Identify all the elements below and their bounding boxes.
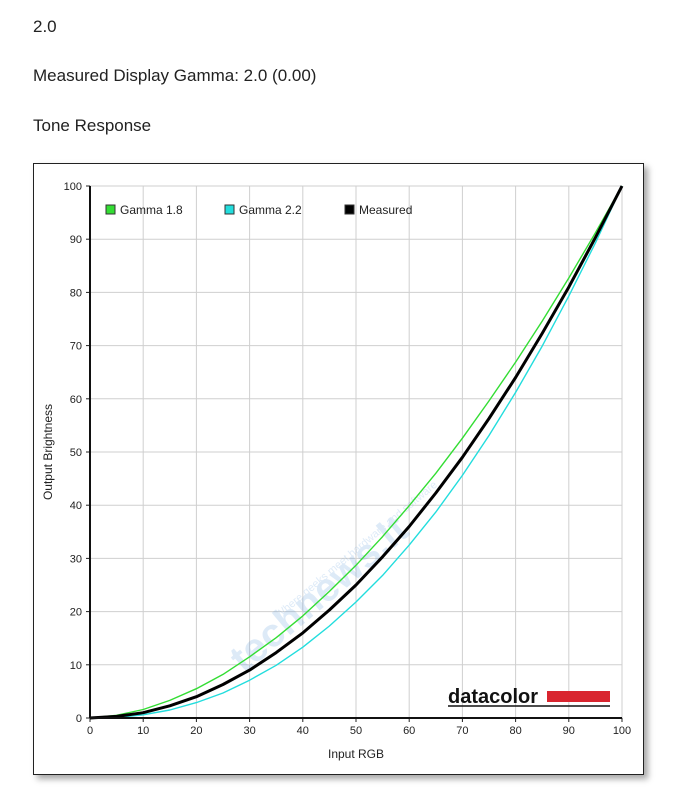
y-tick-label: 70 xyxy=(70,341,82,353)
chart-legend: Gamma 1.8 Gamma 2.2 Measured xyxy=(105,203,412,217)
y-tick-label: 0 xyxy=(76,713,82,725)
x-tick-label: 40 xyxy=(297,725,309,737)
datacolor-logo-text: datacolor xyxy=(448,686,538,708)
y-axis-label: Output Brightness xyxy=(41,404,55,500)
series-line-measured xyxy=(89,185,624,720)
y-tick-label: 90 xyxy=(70,234,82,246)
y-tick-label: 10 xyxy=(70,660,82,672)
y-tick-label: 20 xyxy=(70,607,82,619)
y-tick-label: 100 xyxy=(64,181,82,193)
x-tick-label: 90 xyxy=(563,725,575,737)
x-axis-label: Input RGB xyxy=(328,747,384,761)
x-tick-label: 10 xyxy=(137,725,149,737)
tone-response-heading: Tone Response xyxy=(33,116,152,135)
x-tick-label: 80 xyxy=(509,725,521,737)
legend-swatch-gamma-2-2 xyxy=(224,204,235,215)
axis-ticks: 0 10 20 30 40 50 60 70 80 90 100 0 10 20 30 40 50 60 70 80 9… xyxy=(64,181,632,737)
legend-swatch-gamma-1-8 xyxy=(105,204,116,215)
legend-label-gamma-1-8: Gamma 1.8 xyxy=(120,203,183,217)
x-tick-label: 50 xyxy=(350,725,362,737)
legend-swatch-measured xyxy=(344,204,355,215)
x-tick-label: 100 xyxy=(613,725,631,737)
series-line-gamma-1-8 xyxy=(89,185,623,719)
legend-label-gamma-2-2: Gamma 2.2 xyxy=(239,203,302,217)
tone-response-chart: technews.lt Where geeks meet hardware an… xyxy=(41,181,632,761)
y-tick-label: 60 xyxy=(70,394,82,406)
x-tick-label: 30 xyxy=(243,725,255,737)
value-line: 2.0 xyxy=(33,17,57,36)
datacolor-logo: datacolor xyxy=(448,686,610,708)
legend-label-measured: Measured xyxy=(359,203,412,217)
series-line-gamma-2-2 xyxy=(89,185,623,719)
chart-grid xyxy=(89,185,623,719)
x-tick-label: 70 xyxy=(456,725,468,737)
tone-response-chart-frame: technews.lt Where geeks meet hardware an… xyxy=(33,163,644,775)
y-tick-label: 50 xyxy=(70,447,82,459)
x-tick-label: 0 xyxy=(87,725,93,737)
chart-axes xyxy=(89,186,622,719)
y-tick-label: 80 xyxy=(70,287,82,299)
x-tick-label: 20 xyxy=(190,725,202,737)
y-tick-label: 30 xyxy=(70,553,82,565)
y-tick-label: 40 xyxy=(70,500,82,512)
measured-gamma-line: Measured Display Gamma: 2.0 (0.00) xyxy=(33,66,317,85)
datacolor-logo-bar xyxy=(547,691,610,702)
chart-series xyxy=(89,185,624,720)
watermark-brand: technews.lt xyxy=(222,507,417,681)
x-tick-label: 60 xyxy=(403,725,415,737)
